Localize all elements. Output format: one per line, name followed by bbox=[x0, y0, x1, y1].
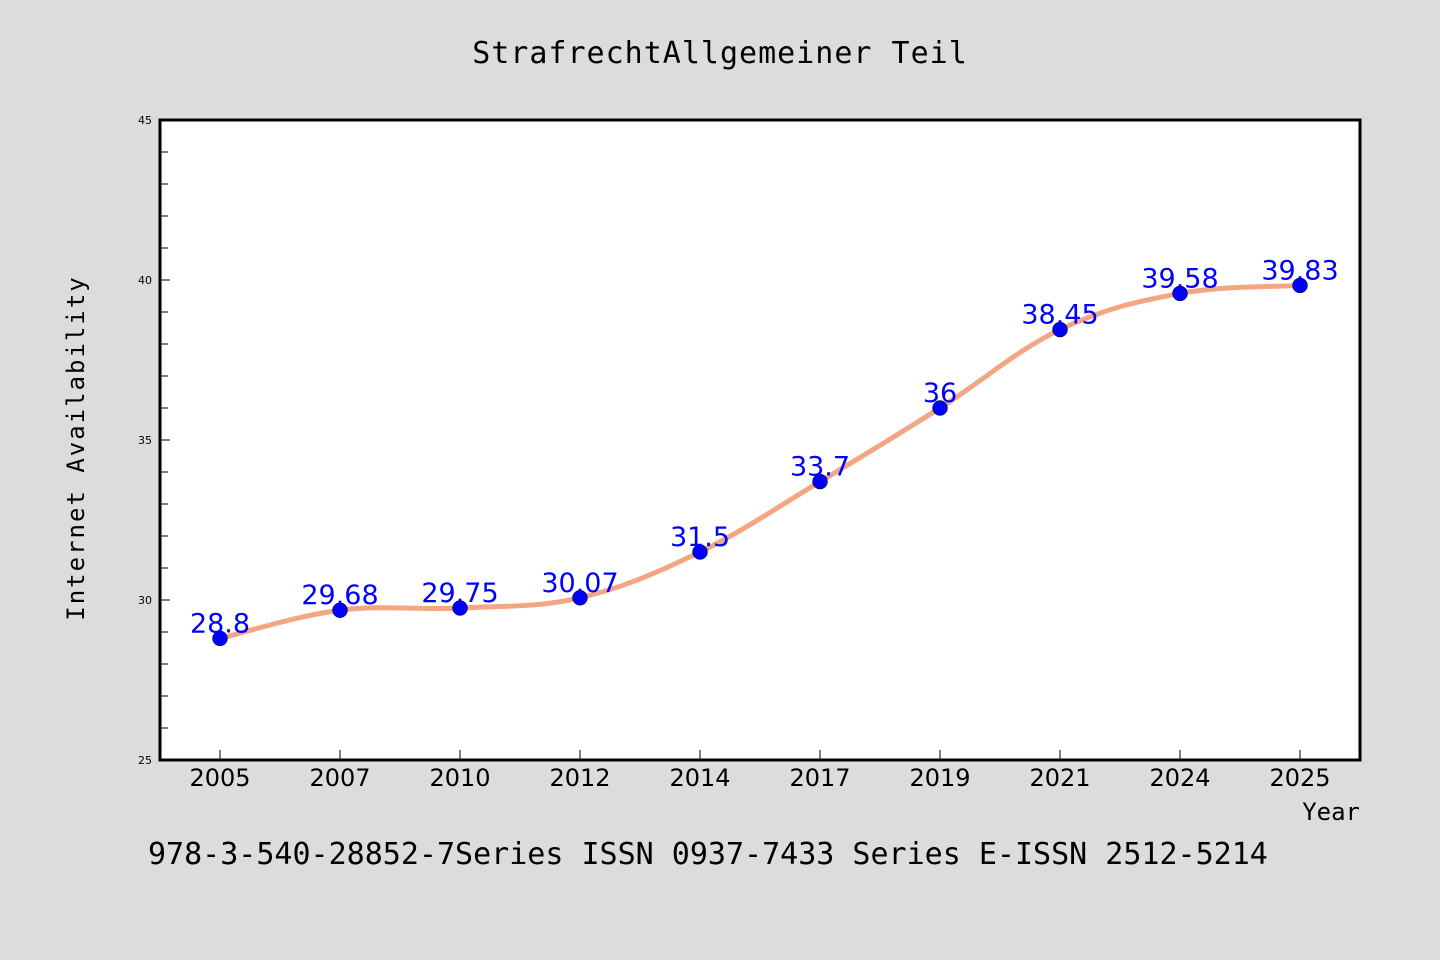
data-label: 30.07 bbox=[541, 568, 618, 599]
x-tick-label: 2012 bbox=[549, 764, 610, 792]
x-tick-label: 2024 bbox=[1149, 764, 1210, 792]
x-tick-label: 2021 bbox=[1029, 764, 1090, 792]
data-point bbox=[932, 400, 948, 416]
data-point bbox=[212, 630, 228, 647]
data-point bbox=[812, 473, 828, 490]
y-tick-label: 30 bbox=[138, 594, 152, 607]
data-label: 31.5 bbox=[670, 522, 730, 553]
data-label: 36 bbox=[923, 378, 957, 409]
y-tick-label: 25 bbox=[138, 754, 152, 767]
x-tick-label: 2019 bbox=[909, 764, 970, 792]
data-point bbox=[1052, 321, 1068, 338]
x-tick-label: 2017 bbox=[789, 764, 850, 792]
data-point bbox=[692, 544, 708, 560]
y-tick-label: 45 bbox=[138, 114, 152, 127]
x-tick-label: 2007 bbox=[309, 764, 370, 792]
x-tick-label: 2025 bbox=[1269, 764, 1330, 792]
y-axis-label: Internet Availability bbox=[62, 275, 90, 620]
data-label: 33.7 bbox=[790, 452, 850, 483]
x-axis-label: Year bbox=[1302, 798, 1360, 826]
footer-text: 978-3-540-28852-7Series ISSN 0937-7433 S… bbox=[148, 837, 1268, 872]
x-tick-label: 2010 bbox=[429, 764, 490, 792]
data-point bbox=[452, 600, 468, 616]
x-axis: 2005 2007 2010 2012 2014 2017 2019 2021 2024 2025 bbox=[189, 750, 1331, 792]
data-point bbox=[572, 590, 588, 606]
y-tick-label: 40 bbox=[138, 274, 152, 287]
chart-title: StrafrechtAllgemeiner Teil bbox=[472, 36, 968, 71]
y-axis: 25 30 35 40 45 bbox=[138, 114, 170, 767]
data-point bbox=[1292, 277, 1308, 294]
data-label: 29.75 bbox=[421, 578, 498, 609]
data-label: 39.83 bbox=[1261, 255, 1338, 286]
x-tick-label: 2005 bbox=[189, 764, 250, 792]
data-point bbox=[1172, 285, 1188, 302]
data-label: 28.8 bbox=[190, 608, 250, 639]
series-line bbox=[217, 282, 1303, 641]
plot-area bbox=[158, 118, 1362, 762]
data-label: 39.58 bbox=[1141, 263, 1218, 294]
data-series: 28.8 29.68 29.75 30.07 31.5 33.7 36 38.45 39.58 3… bbox=[190, 255, 1339, 647]
data-label: 38.45 bbox=[1021, 300, 1098, 331]
y-tick-label: 35 bbox=[138, 434, 152, 447]
data-point bbox=[332, 602, 348, 618]
data-label: 29.68 bbox=[301, 580, 378, 611]
x-tick-label: 2014 bbox=[669, 764, 730, 792]
